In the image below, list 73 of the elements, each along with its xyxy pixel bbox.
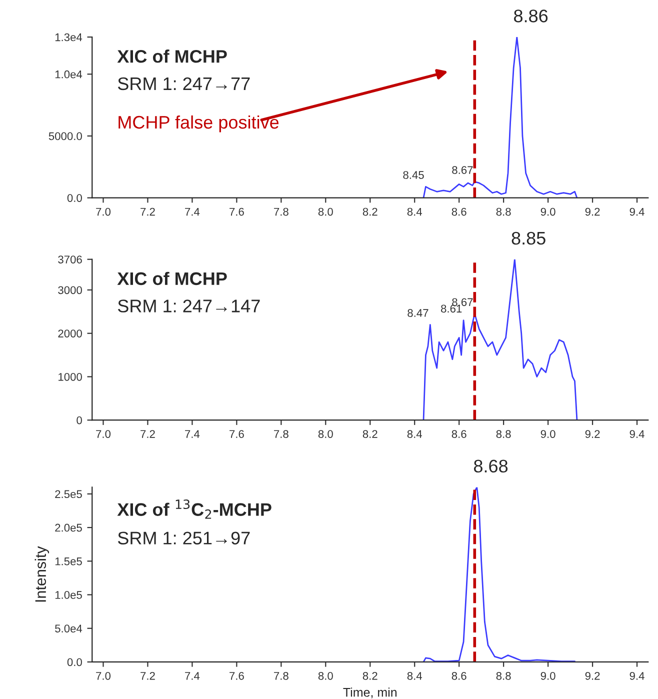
annotation: 8.86 <box>514 10 548 22</box>
x-tick-label: 7.4 <box>185 672 200 680</box>
y-tick-label: 1.3e4 <box>55 33 82 42</box>
x-tick-label: 8.0 <box>318 672 333 680</box>
x-tick-label: 9.0 <box>540 208 556 216</box>
x-tick-label: 7.0 <box>96 208 111 216</box>
x-tick-label: 8.6 <box>452 208 466 216</box>
annotation: 8.47 <box>408 309 428 317</box>
x-tick-label: 9.2 <box>585 672 600 680</box>
x-tick-label: 9.0 <box>540 430 556 438</box>
text: XIC of $^{13}$C$_{2}$-MCHP <box>117 499 272 519</box>
x-tick-label: 8.4 <box>407 208 422 216</box>
x-tick-label: 9.0 <box>540 672 556 680</box>
y-tick-label: 0.0 <box>67 658 82 666</box>
y-axis-title: Intensity <box>34 546 50 602</box>
y-tick-label: 5000.0 <box>48 132 82 140</box>
x-tick-label: 8.0 <box>318 430 333 438</box>
x-tick-label: 9.4 <box>630 208 644 216</box>
text: SRM 1: 247→77 <box>118 77 250 90</box>
y-tick-label: 0 <box>76 416 82 424</box>
x-tick-label: 7.8 <box>274 672 288 680</box>
y-tick-label: 2000 <box>58 330 82 338</box>
annotation: 8.61 <box>441 304 462 313</box>
annotation: 8.67 <box>452 298 473 306</box>
x-tick-label: 8.4 <box>407 672 422 680</box>
annotation: 8.67 <box>452 166 473 174</box>
x-tick-label: 8.2 <box>362 672 378 680</box>
x-tick-label: 7.4 <box>185 430 200 438</box>
x-tick-label: 7.0 <box>96 430 111 438</box>
y-tick-label: 5.0e4 <box>55 624 82 632</box>
annotation: MCHP false positive <box>118 115 279 132</box>
x-tick-label: 9.4 <box>630 672 644 680</box>
x-tick-label: 8.8 <box>496 208 511 216</box>
text: SRM 1: 247→147 <box>118 300 260 312</box>
y-tick-label: 2.5e5 <box>55 490 82 498</box>
y-tick-label: 1.0e5 <box>55 591 82 599</box>
annotation: 8.68 <box>474 460 508 473</box>
x-tick-label: 8.8 <box>496 672 511 680</box>
x-tick-label: 9.2 <box>585 430 600 438</box>
x-tick-label: 8.4 <box>407 430 422 438</box>
x-tick-label: 7.6 <box>230 430 244 438</box>
y-tick-label: 2.0e5 <box>55 524 82 532</box>
y-tick-label: 0.0 <box>67 194 82 202</box>
x-tick-label: 7.2 <box>140 672 155 680</box>
x-tick-label: 8.6 <box>452 430 466 438</box>
x-tick-label: 7.4 <box>185 208 200 216</box>
y-tick-label: 3000 <box>58 286 82 294</box>
x-tick-label: 7.6 <box>230 672 244 680</box>
text: XIC of MCHP <box>117 50 227 63</box>
x-tick-label: 9.2 <box>585 208 600 216</box>
text: SRM 1: 251→97 <box>118 532 250 544</box>
x-tick-label: 8.0 <box>318 208 333 216</box>
x-tick-label: 7.8 <box>274 430 288 438</box>
y-tick-label: 1.0e4 <box>55 70 82 78</box>
y-tick-label: 3706 <box>58 256 82 264</box>
annotation: 8.85 <box>512 232 546 245</box>
x-tick-label: 7.6 <box>230 208 244 216</box>
x-tick-label: 7.0 <box>96 672 111 680</box>
x-tick-label: 8.2 <box>362 430 378 438</box>
y-tick-label: 1.5e5 <box>55 558 82 566</box>
y-tick-label: 1000 <box>58 372 82 381</box>
text: XIC of MCHP <box>117 272 227 286</box>
x-axis-title: Time, min <box>343 688 397 698</box>
line-series <box>422 37 578 198</box>
x-tick-label: 8.6 <box>452 672 466 680</box>
x-tick-label: 7.8 <box>274 208 288 216</box>
annotation: 8.45 <box>403 171 424 179</box>
x-tick-label: 9.4 <box>630 430 644 438</box>
x-tick-label: 8.2 <box>362 208 378 216</box>
x-tick-label: 7.2 <box>140 208 155 216</box>
line-series <box>422 487 576 662</box>
x-tick-label: 7.2 <box>140 430 155 438</box>
x-tick-label: 8.8 <box>496 430 511 438</box>
